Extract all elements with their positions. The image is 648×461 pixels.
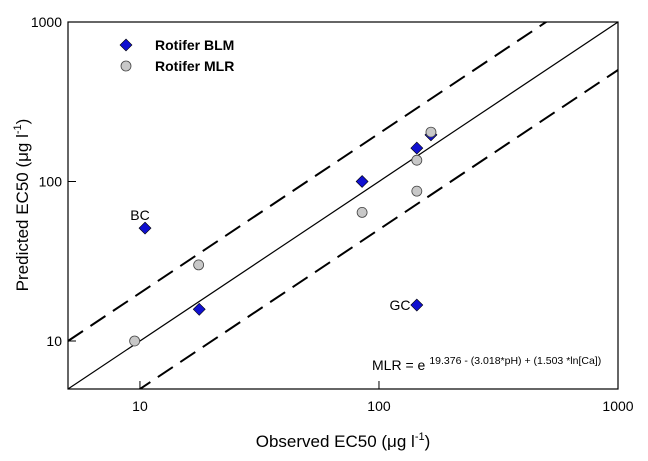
x-tick-label: 1000: [602, 398, 633, 414]
formula-text: MLR = e: [372, 357, 426, 373]
marker-diamond: [138, 221, 152, 235]
legend-label: Rotifer BLM: [155, 37, 234, 53]
x-axis-label: Observed EC50 (μg l-1): [256, 431, 431, 451]
marker-diamond: [355, 175, 369, 188]
y-tick-label: 1000: [31, 14, 62, 30]
x-tick-label: 100: [367, 398, 391, 414]
reference-line: [68, 22, 618, 389]
reference-line: [138, 69, 618, 389]
x-label-sup: -1: [415, 431, 425, 443]
y-label-sup: -1: [12, 124, 24, 134]
marker-circle: [411, 185, 423, 197]
y-tick-label: 100: [39, 173, 63, 189]
formula-sup: 19.376 - (3.018*pH) + (1.503 *ln[Ca]): [429, 355, 601, 367]
legend-marker: [119, 38, 133, 52]
x-label-text: Observed EC50 (μg l: [256, 432, 415, 451]
x-tick-label: 10: [132, 398, 148, 414]
legend-marker: [120, 60, 132, 72]
annotation: GC: [390, 297, 411, 313]
marker-diamond: [410, 298, 424, 312]
y-label-tail: ): [13, 119, 32, 125]
y-axis-label: Predicted EC50 (μg l-1): [12, 119, 32, 292]
legend-label: Rotifer MLR: [155, 58, 234, 74]
marker-diamond: [410, 141, 424, 155]
marker-circle: [411, 154, 423, 166]
marker-circle: [129, 335, 141, 347]
x-label-tail: ): [425, 432, 431, 451]
marker-circle: [356, 207, 368, 218]
annotation: BC: [130, 207, 149, 223]
reference-line: [68, 22, 548, 342]
y-label-text: Predicted EC50 (μg l: [13, 134, 32, 291]
y-tick-label: 10: [46, 333, 62, 349]
marker-circle: [425, 126, 437, 138]
plot-frame: [67, 21, 619, 390]
formula: MLR = e 19.376 - (3.018*pH) + (1.503 *ln[…: [372, 355, 601, 373]
marker-circle: [193, 259, 205, 271]
marker-diamond: [192, 302, 206, 316]
